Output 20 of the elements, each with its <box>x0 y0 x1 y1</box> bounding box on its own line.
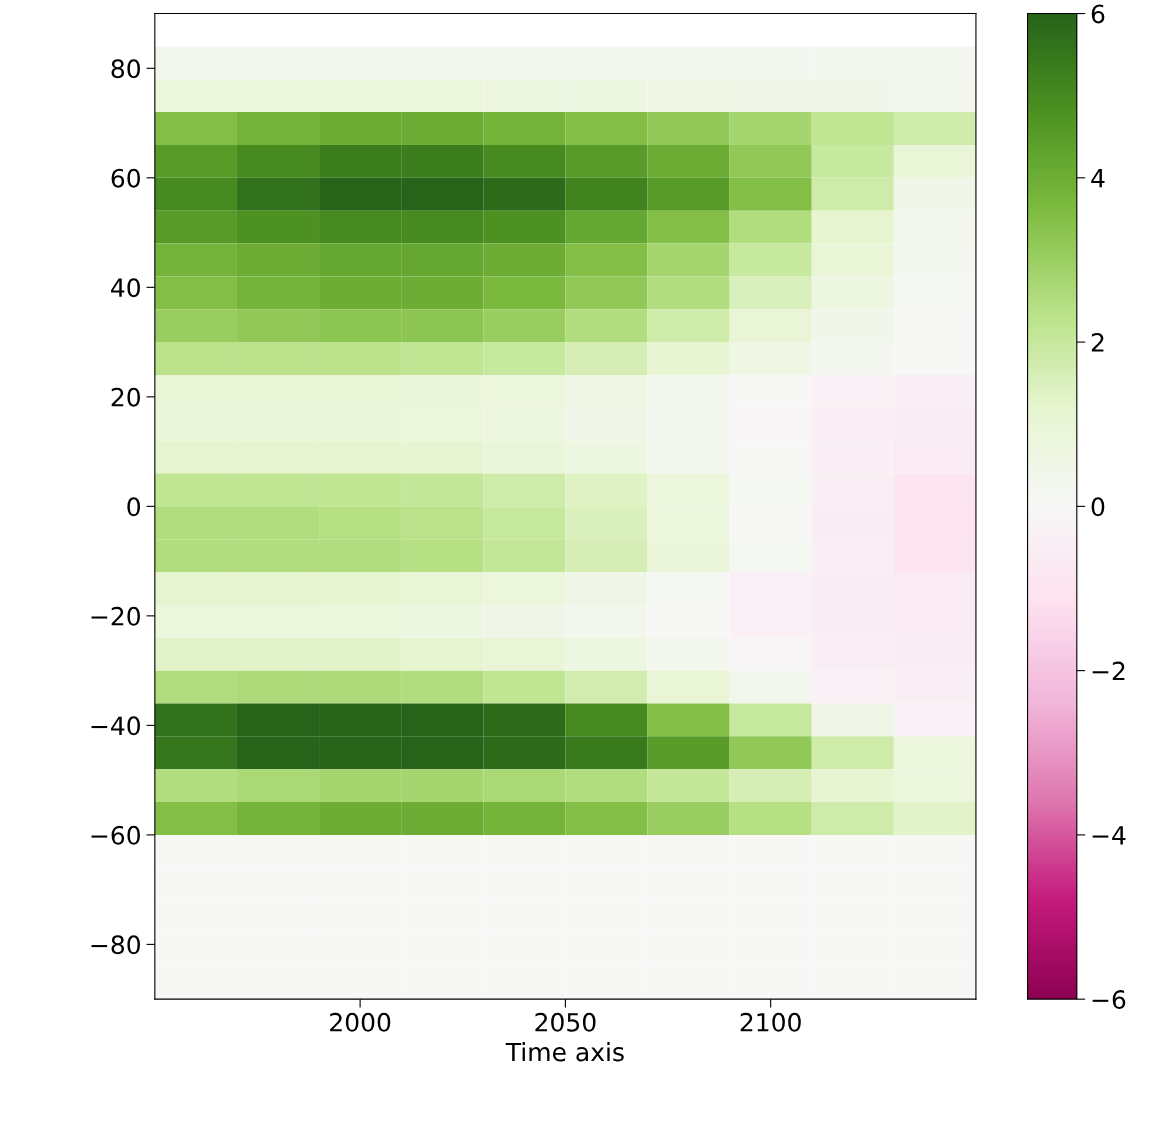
color-bar-label: 4 <box>1091 169 1105 188</box>
color-bar-label: −4 <box>1092 826 1126 845</box>
color-bar-label: −2 <box>1092 661 1125 681</box>
y-tick-label: 60 <box>111 168 140 188</box>
color-bar-label: 0 <box>1091 497 1105 517</box>
y-tick-label: 20 <box>111 387 140 407</box>
y-tick-label: 40 <box>111 278 140 298</box>
y-tick-label: 80 <box>111 59 140 79</box>
color-bar-label: 6 <box>1091 4 1105 24</box>
y-tick-label: −40 <box>91 716 140 736</box>
x-axis-title: Time axis <box>505 1042 624 1062</box>
y-tick-label: −80 <box>91 935 140 955</box>
y-tick-label: −20 <box>91 606 140 626</box>
y-tick-label: −60 <box>91 825 140 845</box>
x-tick-label: 2050 <box>535 1012 596 1032</box>
color-bar-label: −6 <box>1092 990 1126 1010</box>
x-tick-label: 2000 <box>330 1012 391 1032</box>
color-bar-label: 2 <box>1091 333 1104 352</box>
x-tick-label: 2100 <box>740 1012 801 1032</box>
y-tick-label: 0 <box>127 497 140 517</box>
